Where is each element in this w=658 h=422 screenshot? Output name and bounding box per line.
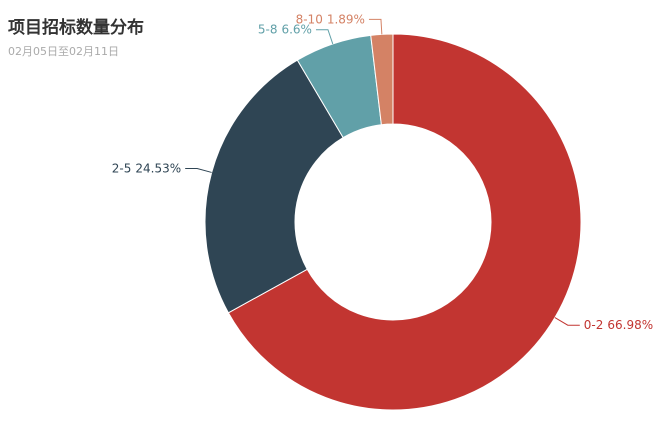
leader-line: [368, 18, 383, 35]
chart-subtitle: 02月05日至02月11日: [8, 45, 119, 58]
slice-label: 0-2 66.98%: [584, 318, 653, 332]
slice-value-label: 6.6%: [281, 22, 312, 36]
slice-value-label: 1.89%: [327, 12, 365, 26]
leader-line: [554, 317, 580, 326]
donut-slice: [227, 33, 582, 411]
slice-category: 2-5: [112, 161, 132, 175]
leader-line: [185, 167, 212, 173]
slice-label: 8-10 1.89%: [296, 12, 365, 26]
slice-category: 5-8: [258, 22, 278, 36]
donut-slice: [204, 59, 344, 314]
slice-category: 0-2: [584, 318, 604, 332]
slice-category: 8-10: [296, 12, 323, 26]
slice-value-label: 24.53%: [135, 161, 181, 175]
slice-label: 2-5 24.53%: [112, 161, 181, 175]
chart-title: 项目招标数量分布: [8, 17, 144, 38]
donut-slice: [370, 33, 394, 126]
leader-line: [315, 29, 334, 45]
slice-value-label: 66.98%: [607, 318, 653, 332]
slice-label: 5-8 6.6%: [258, 22, 312, 36]
